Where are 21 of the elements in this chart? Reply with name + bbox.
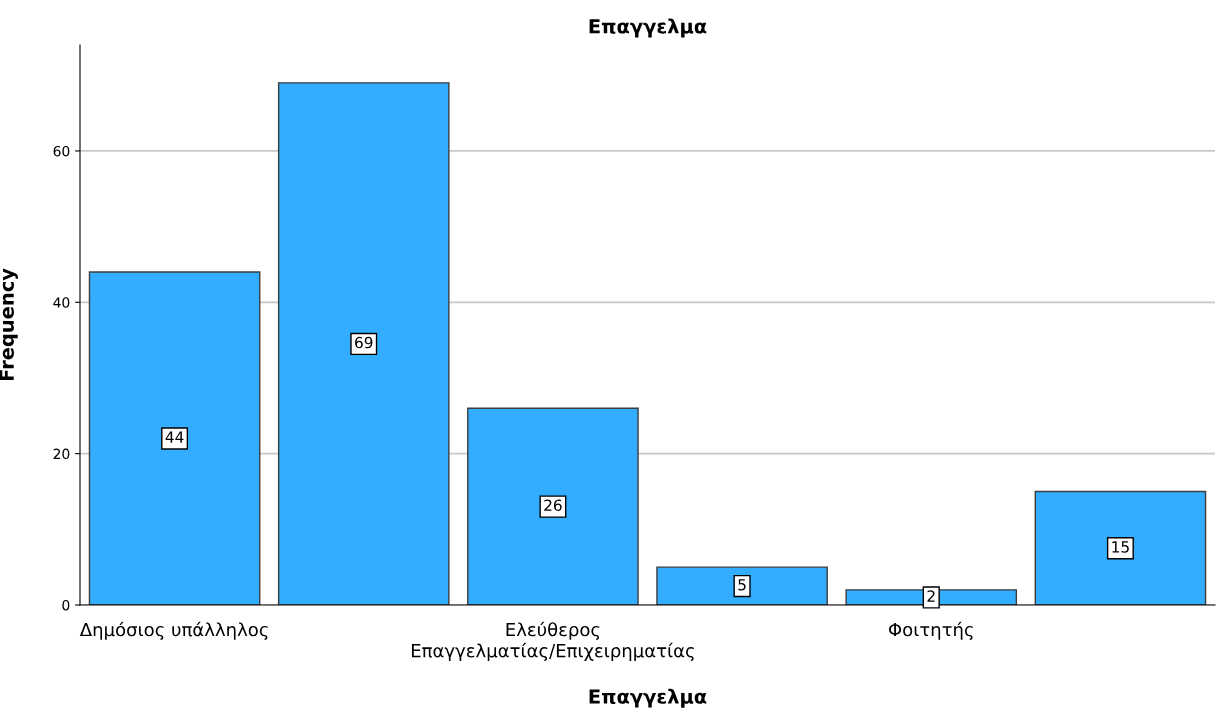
y-tick-label: 40 <box>53 297 70 308</box>
x-tick-label: Φοιτητής <box>888 621 973 640</box>
y-tick-label: 60 <box>53 145 70 157</box>
bar <box>1034 490 1207 605</box>
chart-title: Επαγγελμα <box>589 18 707 38</box>
x-tick-label: Δημόσιος υπάλληλος <box>79 621 268 640</box>
data-label: 44 <box>165 431 184 443</box>
data-label: 5 <box>738 579 746 591</box>
bar <box>467 407 639 605</box>
y-tick-label: 0 <box>62 599 70 611</box>
data-label: 69 <box>355 336 373 349</box>
y-axis-title: Frequency <box>0 268 18 381</box>
y-tick-label: 20 <box>53 448 70 460</box>
data-label: 15 <box>1112 541 1129 553</box>
bar <box>88 271 261 605</box>
bar <box>656 566 828 605</box>
data-label: 2 <box>927 590 935 602</box>
bar <box>277 82 450 605</box>
data-label: 26 <box>544 499 562 512</box>
x-tick-label: Ελεύθερος Επαγγελματίας/Επιχειρηματίας <box>411 621 694 662</box>
x-axis-title: Επαγγελμα <box>589 688 707 708</box>
